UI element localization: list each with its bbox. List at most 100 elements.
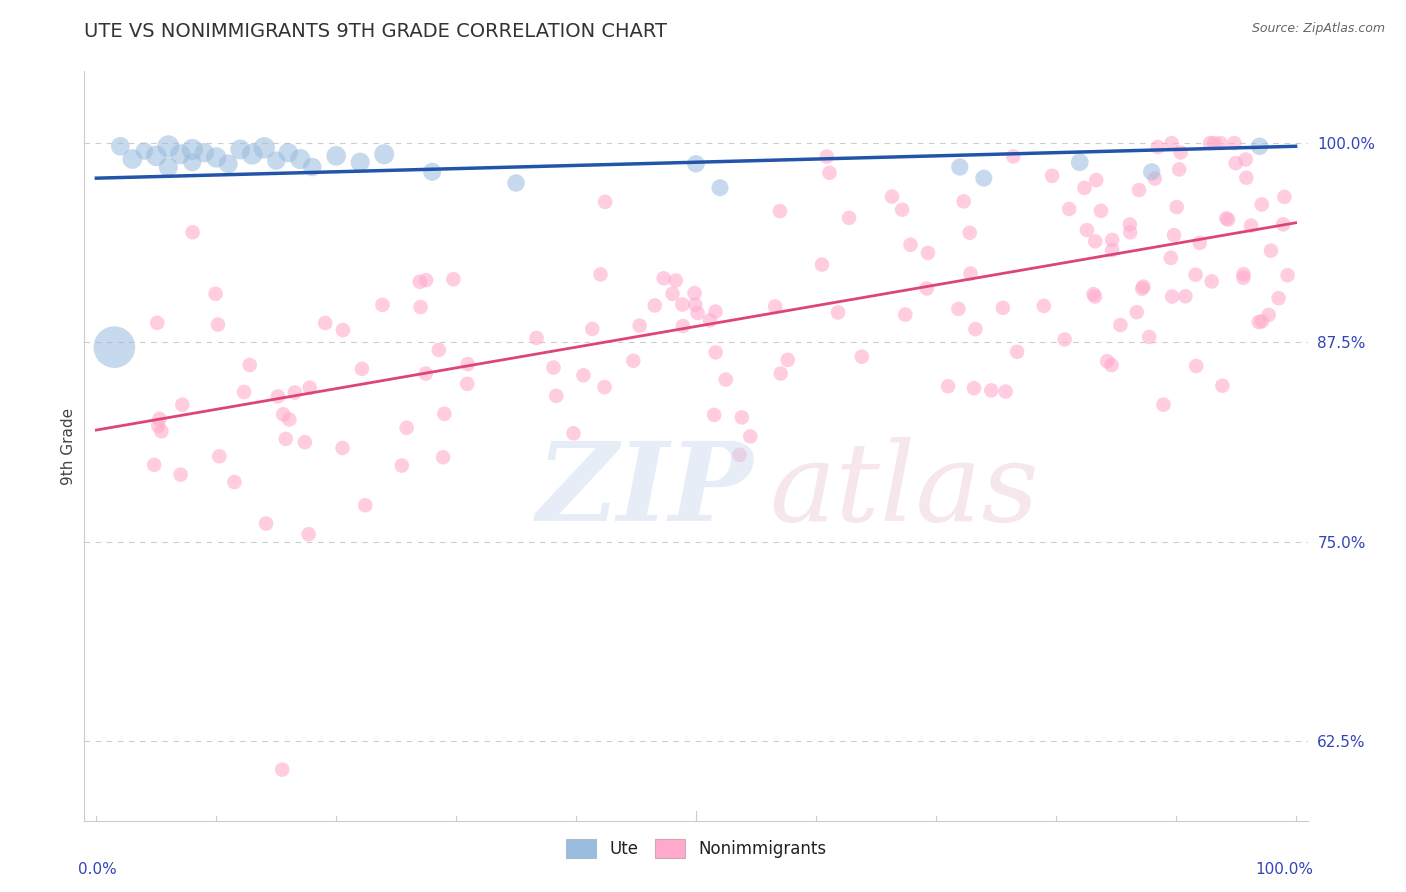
Point [103, 340, 125, 354]
Point [193, 145, 215, 160]
Point [1204, 136, 1226, 150]
Point [1084, 234, 1107, 248]
Point [1160, 136, 1182, 150]
Point [1277, 268, 1299, 283]
Point [239, 358, 262, 372]
Point [332, 441, 354, 455]
Point [1101, 243, 1123, 257]
Point [415, 273, 437, 287]
Point [169, 467, 191, 482]
Point [371, 298, 394, 312]
Point [1234, 153, 1257, 167]
Point [917, 246, 939, 260]
Point [740, 429, 762, 443]
Point [1002, 149, 1025, 163]
Point [628, 318, 651, 333]
Point [1250, 314, 1272, 328]
Point [373, 147, 395, 161]
Point [1083, 287, 1105, 301]
Point [703, 408, 725, 422]
Point [991, 301, 1014, 315]
Point [432, 450, 454, 465]
Point [851, 350, 873, 364]
Point [644, 298, 666, 312]
Point [148, 418, 170, 433]
Point [769, 204, 792, 219]
Point [172, 398, 194, 412]
Point [1128, 183, 1150, 197]
Point [683, 298, 706, 312]
Point [391, 458, 413, 473]
Point [709, 180, 731, 194]
Point [546, 389, 568, 403]
Point [325, 149, 347, 163]
Point [505, 176, 527, 190]
Point [827, 305, 849, 319]
Point [181, 155, 204, 169]
Point [224, 475, 246, 489]
Point [894, 308, 917, 322]
Point [994, 384, 1017, 399]
Point [1232, 267, 1254, 281]
Point [233, 384, 256, 399]
Point [811, 258, 834, 272]
Point [672, 318, 695, 333]
Point [1130, 282, 1153, 296]
Point [1260, 244, 1282, 258]
Point [1057, 202, 1080, 216]
Point [1225, 156, 1247, 170]
Point [731, 410, 754, 425]
Point [1143, 171, 1166, 186]
Point [1163, 228, 1185, 243]
Point [148, 412, 170, 426]
Point [1215, 211, 1237, 226]
Point [589, 268, 612, 282]
Point [1201, 274, 1223, 288]
Point [314, 316, 336, 330]
Point [271, 408, 294, 422]
Point [936, 379, 959, 393]
Point [1085, 173, 1108, 187]
Point [277, 145, 299, 160]
Text: 100.0%: 100.0% [1256, 862, 1313, 877]
Point [1090, 203, 1112, 218]
Point [420, 165, 443, 179]
Point [965, 322, 987, 336]
Point [1040, 169, 1063, 183]
Point [728, 448, 751, 462]
Point [1257, 308, 1279, 322]
Point [1170, 145, 1192, 160]
Point [1132, 279, 1154, 293]
Point [415, 367, 437, 381]
Point [1140, 165, 1163, 179]
Point [915, 281, 938, 295]
Point [145, 149, 167, 163]
Point [433, 407, 456, 421]
Point [1247, 315, 1270, 329]
Point [395, 421, 418, 435]
Text: Source: ZipAtlas.com: Source: ZipAtlas.com [1251, 22, 1385, 36]
Point [1168, 162, 1191, 177]
Point [1160, 251, 1182, 265]
Point [581, 322, 603, 336]
Point [1053, 333, 1076, 347]
Point [526, 331, 548, 345]
Point [1069, 155, 1091, 169]
Point [838, 211, 860, 225]
Point [1084, 289, 1107, 303]
Y-axis label: 9th Grade: 9th Grade [60, 408, 76, 484]
Point [271, 763, 294, 777]
Point [1209, 136, 1232, 150]
Point [298, 527, 321, 541]
Point [959, 226, 981, 240]
Point [121, 152, 143, 166]
Point [665, 274, 688, 288]
Point [427, 343, 450, 357]
Point [815, 150, 838, 164]
Text: ZIP: ZIP [537, 437, 754, 545]
Point [1174, 289, 1197, 303]
Point [205, 151, 228, 165]
Point [1161, 289, 1184, 303]
Point [949, 160, 972, 174]
Point [290, 152, 312, 166]
